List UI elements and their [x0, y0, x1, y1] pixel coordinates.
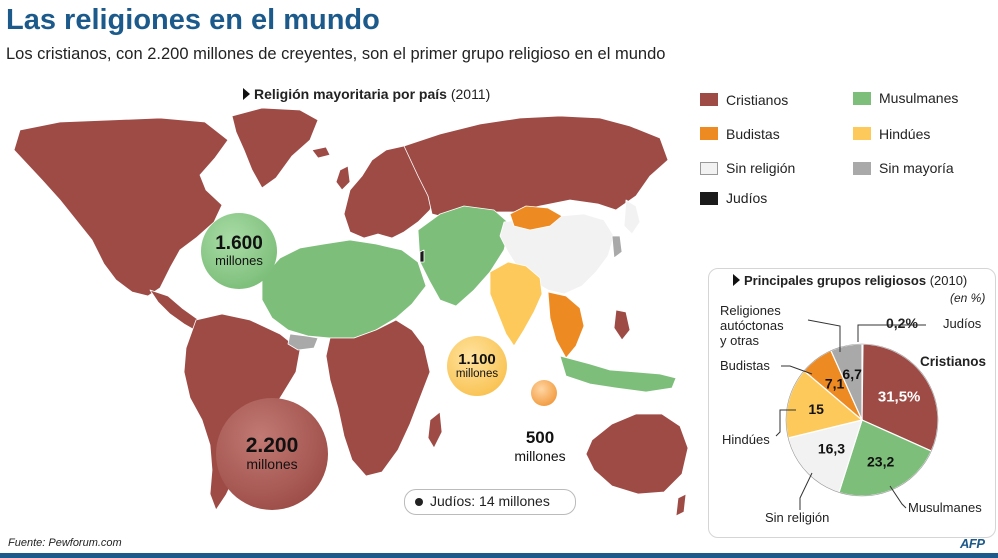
legend-swatch-cristianos [700, 93, 718, 106]
legend-label-judios: Judíos [726, 190, 768, 206]
pie-label-judios: Judíos [943, 316, 982, 331]
region-greenland [231, 107, 319, 189]
agency-logo: AFP [960, 536, 985, 551]
legend-swatch-musulmanes [853, 92, 871, 105]
bubble-muslims: 1.600 millones [201, 213, 277, 289]
pie-heading: Principales grupos religiosos (2010) [733, 273, 967, 288]
pie-unit: (en %) [950, 291, 986, 305]
source-credit: Fuente: Pewforum.com [8, 537, 122, 549]
bottom-rule [0, 553, 998, 558]
pie-label-others-line3: y otras [720, 333, 760, 348]
legend-label-sin-religion: Sin religión [726, 160, 796, 176]
bubble-muslims-unit: millones [215, 252, 263, 268]
bubble-hindus-number: 1.100 [458, 350, 496, 368]
region-indonesia [559, 355, 677, 393]
region-mongolia [509, 205, 563, 231]
triangle-bullet-icon [733, 274, 740, 286]
pie-label-others-line2: autóctonas [720, 318, 784, 333]
pie-label-musulmanes: Musulmanes [908, 500, 982, 515]
pie-label-cristianos: Cristianos [920, 354, 987, 369]
page-title: Las religiones en el mundo [6, 4, 380, 36]
bubble-buddhists [531, 380, 557, 406]
pie-label-hindues: Hindúes [722, 432, 770, 447]
legend-label-cristianos: Cristianos [726, 92, 789, 108]
bubble-hindus: 1.100 millones [447, 336, 507, 396]
page-subtitle: Los cristianos, con 2.200 millones de cr… [6, 45, 666, 63]
region-madagascar [427, 411, 443, 449]
region-southeast-asia [547, 291, 585, 359]
buddhists-number: 500 [525, 428, 555, 447]
region-philippines [613, 309, 631, 341]
region-iceland [311, 146, 331, 159]
legend-swatch-hindues [853, 127, 871, 140]
bubble-hindus-unit: millones [455, 367, 499, 380]
legend-label-budistas: Budistas [726, 126, 780, 142]
region-india [489, 261, 543, 347]
region-new-zealand [675, 493, 687, 517]
pie-label-sin-religion: Sin religión [765, 510, 830, 525]
pie-label-others-line1: Religiones [720, 303, 781, 318]
region-japan [623, 199, 641, 235]
bubble-christians: 2.200 millones [216, 398, 328, 510]
world-map [13, 107, 689, 517]
bubble-muslims-number: 1.600 [215, 232, 263, 254]
legend-label-sin-mayoria: Sin mayoría [879, 160, 954, 176]
pie-label-budistas: Budistas [720, 358, 770, 373]
legend-swatch-sin-religion [700, 162, 718, 175]
bubble-christians-number: 2.200 [245, 434, 299, 458]
buddhists-unit: millones [514, 448, 566, 464]
map-heading: Religión mayoritaria por país (2011) [243, 86, 490, 102]
legend-swatch-sin-mayoria [853, 162, 871, 175]
region-australia [585, 413, 689, 495]
legend-label-musulmanes: Musulmanes [879, 90, 959, 106]
region-europe [343, 145, 437, 239]
pie-heading-text: Principales grupos religiosos [744, 273, 927, 288]
legend-label-hindues: Hindúes [879, 126, 931, 142]
pie-label-judios-value: 0,2% [886, 315, 918, 331]
legend-swatch-judios [700, 192, 718, 205]
map-heading-year: (2011) [450, 86, 491, 102]
pie-heading-year: (2010) [929, 273, 968, 288]
bubble-christians-unit: millones [246, 456, 298, 473]
map-heading-text: Religión mayoritaria por país [254, 86, 447, 102]
region-southern-africa [325, 319, 431, 477]
region-north-africa [261, 239, 427, 339]
region-uk [335, 165, 351, 191]
region-west-africa [287, 333, 319, 351]
jews-note: Judíos: 14 millones [404, 489, 576, 515]
bullet-dot-icon [415, 498, 423, 506]
pie-label-others: Religiones autóctonas y otras [720, 303, 784, 348]
buddhists-label: 500 millones [500, 428, 580, 464]
region-korea [611, 235, 623, 259]
region-north-america [13, 117, 229, 297]
jews-note-text: Judíos: 14 millones [430, 493, 550, 509]
region-israel [419, 249, 425, 263]
legend-swatch-budistas [700, 127, 718, 140]
triangle-bullet-icon [243, 88, 250, 100]
